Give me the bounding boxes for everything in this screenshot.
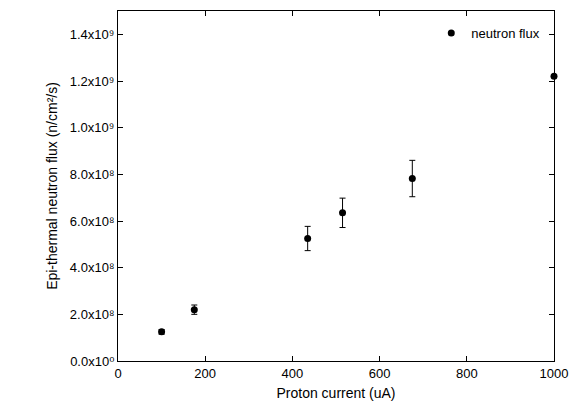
- svg-text:1.2x10⁹: 1.2x10⁹: [70, 74, 115, 89]
- svg-text:1.4x10⁹: 1.4x10⁹: [70, 27, 115, 42]
- svg-text:1.0x10⁹: 1.0x10⁹: [70, 120, 115, 135]
- svg-text:Epi-thermal neutron flux (n/cm: Epi-thermal neutron flux (n/cm²/s): [44, 82, 60, 290]
- svg-text:1000: 1000: [540, 366, 569, 381]
- svg-text:8.0x10⁸: 8.0x10⁸: [70, 167, 115, 182]
- svg-text:0.0x10⁰: 0.0x10⁰: [70, 354, 114, 369]
- svg-text:800: 800: [456, 366, 478, 381]
- svg-text:200: 200: [194, 366, 216, 381]
- svg-text:0: 0: [114, 366, 121, 381]
- svg-text:Proton current (uA): Proton current (uA): [276, 385, 395, 401]
- svg-text:2.0x10⁸: 2.0x10⁸: [70, 307, 115, 322]
- svg-text:neutron flux: neutron flux: [471, 26, 539, 41]
- svg-text:4.0x10⁸: 4.0x10⁸: [70, 260, 115, 275]
- svg-text:6.0x10⁸: 6.0x10⁸: [70, 214, 115, 229]
- svg-text:400: 400: [282, 366, 304, 381]
- svg-text:600: 600: [369, 366, 391, 381]
